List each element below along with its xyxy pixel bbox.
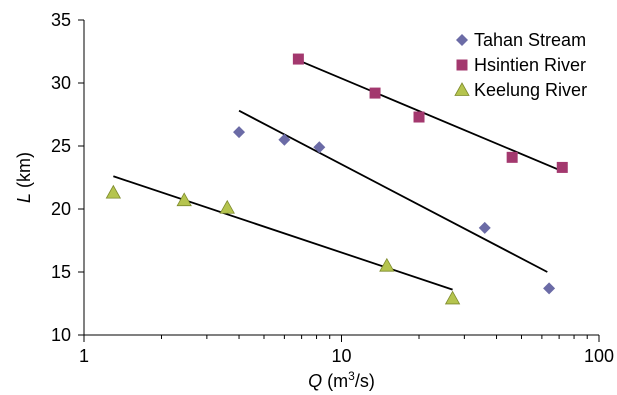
x-axis-ticks: 1 10 100 bbox=[79, 335, 614, 366]
y-tick-label: 35 bbox=[51, 10, 71, 30]
keelung-river-point bbox=[219, 199, 235, 214]
legend: Tahan Stream Hsintien River Keelung River bbox=[454, 30, 587, 100]
y-tick-label: 20 bbox=[51, 199, 71, 219]
keelung-river-point bbox=[444, 290, 461, 305]
legend-marker bbox=[454, 82, 470, 96]
tahan-stream-point bbox=[233, 126, 246, 139]
legend-label: Keelung River bbox=[474, 80, 587, 100]
legend-label: Tahan Stream bbox=[474, 30, 586, 50]
y-axis-ticks: 10 15 20 25 30 35 bbox=[51, 10, 84, 345]
legend-item: Tahan Stream bbox=[456, 30, 586, 50]
y-tick-label: 25 bbox=[51, 136, 71, 156]
x-axis-title: Q (m3/s) bbox=[308, 369, 375, 391]
legend-marker bbox=[456, 59, 468, 71]
y-tick-label: 10 bbox=[51, 325, 71, 345]
x-tick-label: 100 bbox=[584, 346, 614, 366]
x-tick-label: 10 bbox=[331, 346, 351, 366]
legend-item: Keelung River bbox=[454, 80, 587, 100]
legend-item: Hsintien River bbox=[456, 55, 586, 75]
keelung-river-point bbox=[379, 257, 395, 272]
fit-lines bbox=[113, 59, 563, 291]
y-tick-label: 30 bbox=[51, 73, 71, 93]
fit-line bbox=[113, 175, 453, 291]
tahan-stream-point bbox=[478, 221, 491, 234]
fit-line bbox=[298, 59, 563, 173]
x-tick-label: 1 bbox=[79, 346, 89, 366]
keelung-river-point bbox=[176, 192, 192, 207]
keelung-river-point bbox=[105, 184, 122, 199]
hsintien-river-point bbox=[369, 87, 381, 99]
y-axis-title: L (km) bbox=[14, 152, 34, 203]
hsintien-river-point bbox=[556, 161, 568, 173]
legend-marker bbox=[456, 34, 468, 46]
y-tick-label: 15 bbox=[51, 262, 71, 282]
hsintien-river-point bbox=[506, 151, 518, 163]
data-points bbox=[105, 53, 568, 305]
hsintien-river-point bbox=[292, 53, 304, 65]
tahan-stream-point bbox=[313, 141, 326, 154]
tahan-stream-point bbox=[278, 133, 291, 146]
fit-line bbox=[238, 109, 548, 273]
hsintien-river-point bbox=[413, 111, 425, 123]
tahan-stream-point bbox=[543, 282, 556, 295]
legend-label: Hsintien River bbox=[474, 55, 586, 75]
